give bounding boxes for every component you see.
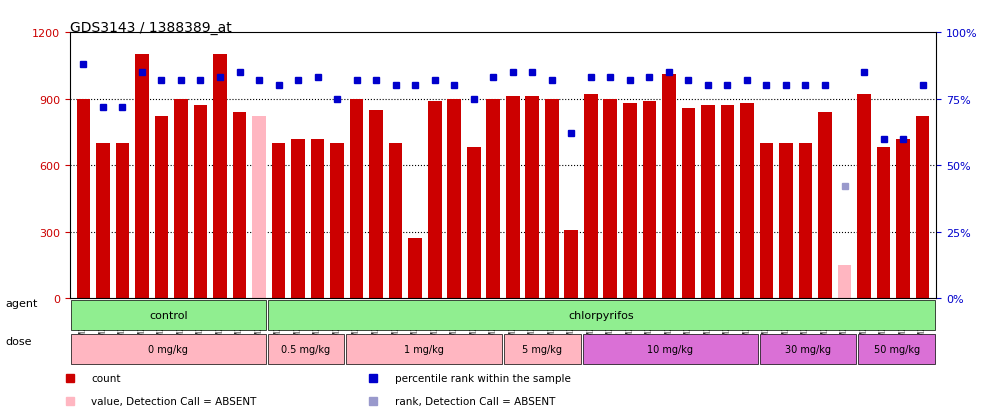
- Text: control: control: [148, 311, 187, 320]
- Bar: [760, 144, 773, 299]
- Bar: [77, 100, 91, 299]
- Bar: [818, 113, 832, 299]
- Bar: [720, 106, 734, 299]
- Bar: [174, 100, 188, 299]
- FancyBboxPatch shape: [71, 334, 266, 364]
- Text: 0 mg/kg: 0 mg/kg: [148, 344, 188, 354]
- Bar: [311, 139, 325, 299]
- Bar: [915, 117, 929, 299]
- Text: dose: dose: [5, 336, 32, 346]
- Bar: [604, 100, 618, 299]
- Bar: [388, 144, 402, 299]
- Bar: [662, 75, 675, 299]
- Bar: [701, 106, 715, 299]
- Bar: [408, 239, 422, 299]
- Bar: [272, 144, 286, 299]
- Bar: [447, 100, 461, 299]
- FancyBboxPatch shape: [760, 334, 857, 364]
- Bar: [135, 55, 148, 299]
- FancyBboxPatch shape: [859, 334, 935, 364]
- Text: 30 mg/kg: 30 mg/kg: [785, 344, 832, 354]
- Bar: [506, 97, 520, 299]
- Bar: [896, 139, 910, 299]
- Bar: [642, 102, 656, 299]
- Bar: [779, 144, 793, 299]
- FancyBboxPatch shape: [71, 300, 266, 331]
- Bar: [291, 139, 305, 299]
- Text: 10 mg/kg: 10 mg/kg: [647, 344, 693, 354]
- FancyBboxPatch shape: [268, 334, 345, 364]
- Bar: [740, 104, 754, 299]
- Bar: [623, 104, 636, 299]
- Bar: [96, 144, 110, 299]
- FancyBboxPatch shape: [347, 334, 502, 364]
- Bar: [370, 110, 382, 299]
- Text: rank, Detection Call = ABSENT: rank, Detection Call = ABSENT: [394, 396, 555, 406]
- FancyBboxPatch shape: [504, 334, 581, 364]
- Bar: [526, 97, 539, 299]
- Bar: [213, 55, 227, 299]
- Bar: [838, 265, 852, 299]
- Bar: [467, 148, 480, 299]
- Bar: [584, 95, 598, 299]
- Text: 0.5 mg/kg: 0.5 mg/kg: [282, 344, 331, 354]
- Bar: [252, 117, 266, 299]
- FancyBboxPatch shape: [583, 334, 758, 364]
- Bar: [233, 113, 246, 299]
- Bar: [681, 108, 695, 299]
- Bar: [876, 148, 890, 299]
- Bar: [154, 117, 168, 299]
- Bar: [331, 144, 344, 299]
- Bar: [799, 144, 813, 299]
- Bar: [545, 100, 559, 299]
- Text: percentile rank within the sample: percentile rank within the sample: [394, 373, 571, 383]
- Text: chlorpyrifos: chlorpyrifos: [569, 311, 634, 320]
- Text: GDS3143 / 1388389_at: GDS3143 / 1388389_at: [70, 21, 231, 35]
- Bar: [350, 100, 364, 299]
- Text: 1 mg/kg: 1 mg/kg: [404, 344, 444, 354]
- Bar: [428, 102, 441, 299]
- Bar: [486, 100, 500, 299]
- Text: 50 mg/kg: 50 mg/kg: [873, 344, 920, 354]
- Text: 5 mg/kg: 5 mg/kg: [522, 344, 563, 354]
- Text: count: count: [92, 373, 121, 383]
- Bar: [116, 144, 129, 299]
- FancyBboxPatch shape: [268, 300, 935, 331]
- Bar: [565, 230, 578, 299]
- Text: value, Detection Call = ABSENT: value, Detection Call = ABSENT: [92, 396, 257, 406]
- Bar: [858, 95, 871, 299]
- Text: agent: agent: [5, 299, 38, 309]
- Bar: [193, 106, 207, 299]
